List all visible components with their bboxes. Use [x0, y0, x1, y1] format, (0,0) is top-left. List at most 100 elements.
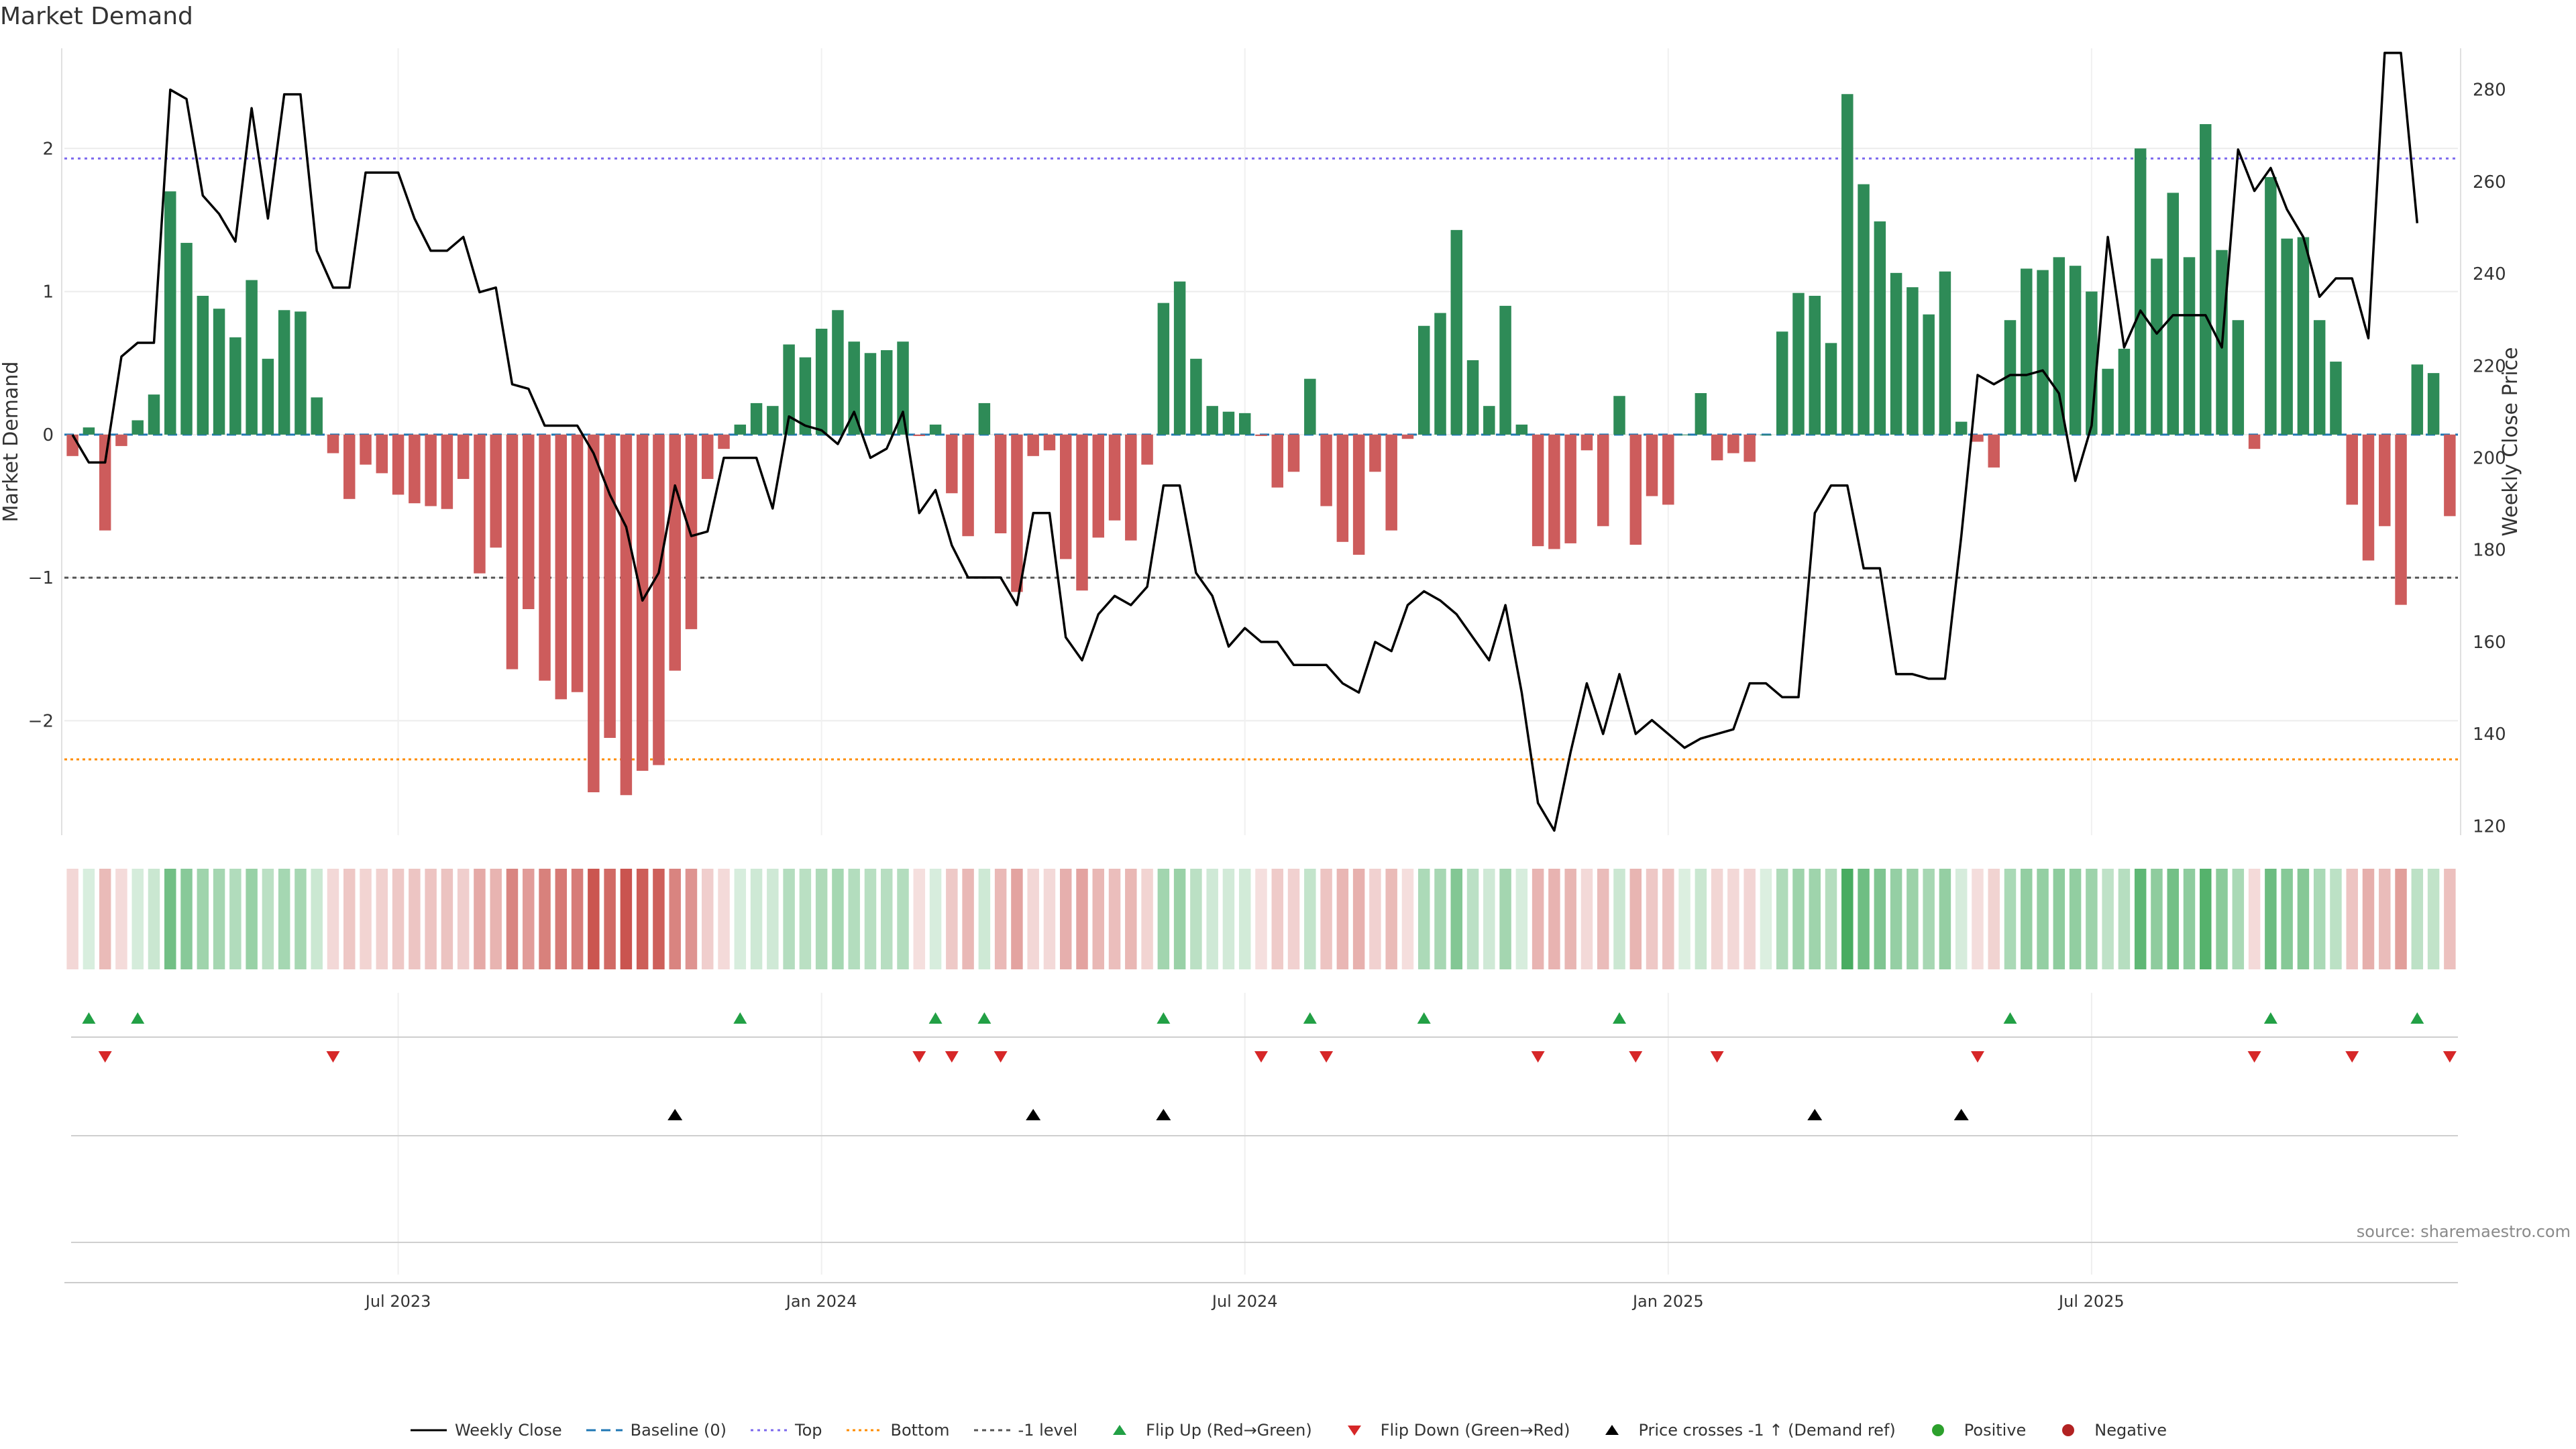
- heat-cell: [783, 869, 795, 969]
- legend-item-minus1: -1 level: [973, 1421, 1077, 1440]
- marker-rows: [71, 1012, 2458, 1243]
- heat-cell: [180, 869, 193, 969]
- legend-label: Negative: [2094, 1421, 2167, 1440]
- demand-bar: [929, 424, 942, 435]
- heat-cell: [978, 869, 991, 969]
- y2-axis-label: Weekly Close Price: [2499, 347, 2522, 536]
- demand-bar: [1271, 434, 1284, 488]
- price-cross-marker: [1953, 1109, 1969, 1120]
- demand-bar: [1597, 434, 1609, 527]
- flip-down-marker: [1254, 1051, 1268, 1063]
- demand-bar: [1206, 406, 1218, 435]
- demand-bar: [815, 329, 828, 435]
- legend-item-negative: Negative: [2049, 1421, 2167, 1440]
- demand-bar: [2379, 434, 2391, 527]
- demand-bar: [897, 341, 909, 435]
- legend-swatch: [1931, 1424, 1944, 1436]
- heat-cell: [1809, 869, 1821, 969]
- flip-down-marker: [994, 1051, 1008, 1063]
- x-tick-label: Jan 2024: [785, 1292, 857, 1311]
- heat-cell: [1483, 869, 1495, 969]
- heat-cell: [1515, 869, 1528, 969]
- demand-bar: [1238, 413, 1251, 435]
- heat-cell: [539, 869, 551, 969]
- heat-cell: [1401, 869, 1414, 969]
- price-cross-marker: [1156, 1109, 1171, 1120]
- flip-down-marker: [1320, 1051, 1334, 1063]
- demand-bar: [1858, 184, 1870, 435]
- demand-bar: [66, 434, 78, 456]
- heat-cell: [1287, 869, 1300, 969]
- heat-cell: [131, 869, 144, 969]
- heat-cell: [1955, 869, 1968, 969]
- demand-bar: [1890, 272, 1902, 435]
- demand-bar: [2151, 258, 2163, 435]
- heat-cell: [734, 869, 747, 969]
- heat-cell: [767, 869, 779, 969]
- price-cross-marker: [1026, 1109, 1041, 1120]
- demand-bar: [604, 434, 616, 738]
- demand-bar: [2232, 320, 2245, 435]
- flip-down-marker: [1629, 1051, 1643, 1063]
- heat-cell: [1972, 869, 1984, 969]
- legend-label: Top: [795, 1421, 822, 1440]
- x-axis: Jul 2023 Jan 2024 Jul 2024 Jan 2025 Jul 2025: [64, 1282, 2458, 1311]
- demand-bar: [1320, 434, 1332, 506]
- heat-cell: [1532, 869, 1544, 969]
- demand-bar: [653, 434, 665, 765]
- demand-bar: [1548, 434, 1560, 549]
- heat-cell: [1255, 869, 1267, 969]
- demand-bar: [2330, 362, 2342, 435]
- heat-cell: [962, 869, 974, 969]
- legend-swatch: [846, 1429, 883, 1432]
- heat-cell: [571, 869, 584, 969]
- heat-cell: [2216, 869, 2228, 969]
- demand-bar: [1401, 434, 1414, 439]
- demand-bar: [83, 427, 95, 435]
- flip-down-marker: [2443, 1051, 2457, 1063]
- heat-cell: [832, 869, 844, 969]
- demand-bar: [180, 243, 193, 435]
- demand-bar: [2037, 270, 2049, 435]
- demand-bar: [1629, 434, 1642, 545]
- demand-bar: [913, 434, 926, 436]
- heat-cell: [1157, 869, 1170, 969]
- demand-bar: [425, 434, 437, 506]
- heat-cell: [1760, 869, 1772, 969]
- heat-cell: [1743, 869, 1756, 969]
- flip-down-marker: [326, 1051, 340, 1063]
- demand-bar: [1532, 434, 1544, 547]
- legend-label: Positive: [1964, 1421, 2027, 1440]
- legend-label: Price crosses -1 ↑ (Demand ref): [1638, 1421, 1896, 1440]
- heat-cell: [360, 869, 372, 969]
- heat-cell: [2004, 869, 2017, 969]
- heat-cell: [1352, 869, 1365, 969]
- demand-bar: [1027, 434, 1039, 456]
- heat-cell: [1304, 869, 1316, 969]
- heat-cell: [1890, 869, 1902, 969]
- demand-bar: [1972, 434, 1984, 442]
- legend: Weekly Close Baseline (0) Top Bottom -1 leve…: [0, 1421, 2576, 1440]
- heat-cell: [2346, 869, 2358, 969]
- heat-cell: [1874, 869, 1886, 969]
- demand-bar: [2346, 434, 2358, 505]
- flip-up-marker: [2263, 1012, 2277, 1024]
- heat-cell: [115, 869, 127, 969]
- heat-cell: [1564, 869, 1576, 969]
- heat-cell: [636, 869, 649, 969]
- demand-bar: [1108, 434, 1121, 521]
- demand-bar: [523, 434, 535, 610]
- demand-bar: [718, 434, 730, 449]
- heat-cell: [441, 869, 453, 969]
- y-tick-label: 2: [42, 139, 54, 159]
- demand-bar: [2134, 148, 2147, 435]
- y2-tick-label: 260: [2473, 172, 2506, 193]
- demand-bar: [2444, 434, 2456, 517]
- demand-bar: [1727, 434, 1739, 453]
- heat-cell: [1907, 869, 1919, 969]
- legend-label: Bottom: [890, 1421, 950, 1440]
- demand-bar: [2118, 348, 2131, 435]
- flip-down-marker: [98, 1051, 112, 1063]
- heat-cell: [685, 869, 698, 969]
- demand-bar: [1287, 434, 1300, 472]
